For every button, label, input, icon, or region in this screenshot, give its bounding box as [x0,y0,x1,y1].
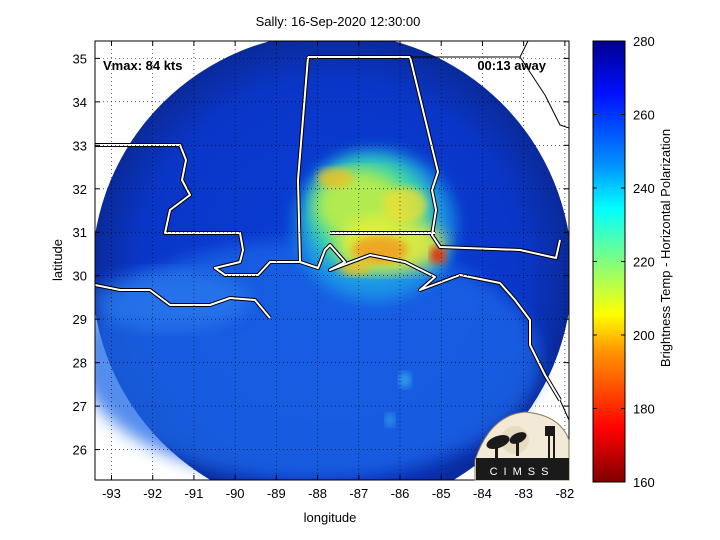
colorbar-tick-label: 160 [633,475,655,490]
colorbar: 160 180 200 220 240 260 280 Brightness Temp - … [592,34,673,490]
y-tick-label: 31 [73,225,87,240]
colorbar-tick-label: 180 [633,402,655,417]
x-tick-label: -82 [555,486,574,501]
colorbar-tick-label: 220 [633,255,655,270]
x-tick-label: -89 [267,486,286,501]
plot-area [95,41,569,480]
colorbar-label: Brightness Temp - Horizontal Polarizatio… [658,129,673,367]
x-axis-label: longitude [304,510,357,525]
state-boundaries [95,41,569,421]
axes-frame [94,40,570,481]
grid-lines [95,41,569,480]
cimss-logo: CIMSS [474,411,570,481]
time-away-annotation: 00:13 away [477,58,546,73]
y-tick-label: 26 [73,443,87,458]
chart-title: Sally: 16-Sep-2020 12:30:00 [256,14,421,29]
y-tick-label: 35 [73,51,87,66]
colorbar-tick-label: 280 [633,34,655,49]
x-tick-label: -91 [185,486,204,501]
x-tick-label: -86 [391,486,410,501]
y-tick-label: 27 [73,399,87,414]
x-tick-labels: -93 -92 -91 -90 -89 -88 -87 -86 -85 -84 -83 -82 [102,486,574,501]
y-axis-label: latitude [50,239,65,281]
x-tick-label: -92 [143,486,162,501]
x-tick-label: -88 [308,486,327,501]
logo-text: CIMSS [490,466,555,478]
x-tick-label: -87 [349,486,368,501]
gulf-ocean-region-west [95,270,250,330]
y-tick-label: 33 [73,138,87,153]
vmax-annotation: Vmax: 84 kts [103,58,183,73]
y-tick-label: 29 [73,312,87,327]
y-tick-labels: 26 27 28 29 30 31 32 33 34 35 [73,51,87,457]
x-tick-label: -83 [514,486,533,501]
colorbar-gradient [592,40,626,483]
x-tick-label: -93 [102,486,121,501]
colorbar-tick-label: 200 [633,328,655,343]
x-tick-label: -90 [226,486,245,501]
y-tick-label: 32 [73,182,87,197]
axis-ticks [95,41,569,480]
colorbar-ticks: 160 180 200 220 240 260 280 [593,34,655,490]
y-tick-label: 28 [73,356,87,371]
x-tick-label: -85 [432,486,451,501]
y-tick-label: 30 [73,269,87,284]
x-tick-label: -84 [473,486,492,501]
y-tick-label: 34 [73,95,87,110]
colorbar-tick-label: 240 [633,181,655,196]
colorbar-tick-label: 260 [633,108,655,123]
